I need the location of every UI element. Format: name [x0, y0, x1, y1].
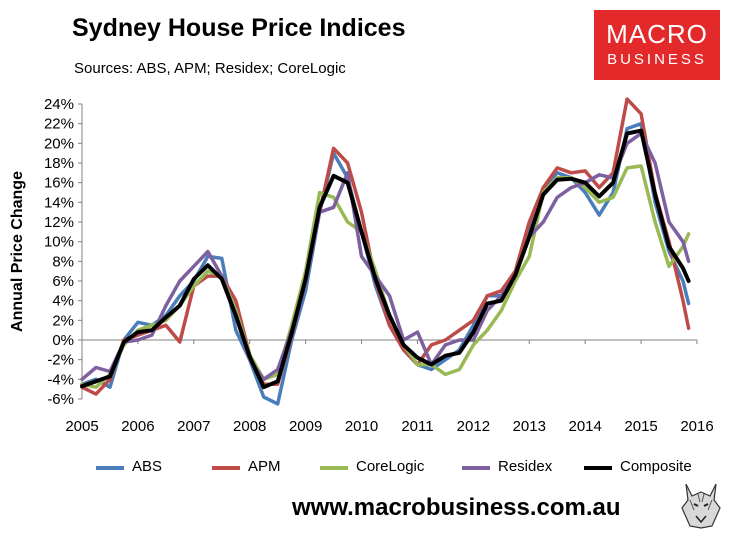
legend-swatch [462, 466, 490, 470]
x-tick-label: 2010 [345, 418, 378, 435]
y-tick-label: 18% [44, 155, 74, 172]
legend-swatch [212, 466, 240, 470]
logo-line-1: MACRO [606, 19, 708, 49]
y-axis-title: Annual Price Change [9, 171, 26, 332]
page-title: Sydney House Price Indices [72, 14, 406, 42]
legend-label: CoreLogic [356, 458, 425, 475]
y-tick-label: -6% [47, 391, 74, 408]
y-tick-label: 10% [44, 234, 74, 251]
series-line-corelogic [80, 164, 691, 389]
macrobusiness-logo: MACRO BUSINESS [594, 10, 720, 80]
y-tick-label: 12% [44, 214, 74, 231]
x-tick-label: 2013 [513, 418, 546, 435]
x-tick-label: 2015 [624, 418, 657, 435]
y-tick-label: 20% [44, 135, 74, 152]
series-line-apm [80, 97, 691, 396]
x-tick-label: 2005 [65, 418, 98, 435]
wolf-logo-icon [681, 483, 721, 529]
x-tick-label: 2008 [233, 418, 266, 435]
x-tick-label: 2012 [457, 418, 490, 435]
y-tick-label: 6% [52, 273, 74, 290]
x-tick-label: 2009 [289, 418, 322, 435]
x-tick-label: 2006 [121, 418, 154, 435]
y-tick-label: 4% [52, 293, 74, 310]
y-tick-label: 24% [44, 96, 74, 113]
legend-label: Composite [620, 458, 692, 475]
footer-url: www.macrobusiness.com.au [292, 494, 621, 521]
legend-swatch [584, 466, 612, 470]
logo-line-2: BUSINESS [607, 51, 707, 68]
series-line-abs [80, 121, 691, 406]
legend-swatch [96, 466, 124, 470]
x-tick-label: 2007 [177, 418, 210, 435]
series-line-residex [80, 131, 691, 382]
y-tick-label: 2% [52, 312, 74, 329]
y-tick-label: -2% [47, 352, 74, 369]
chart-legend: ABS APM CoreLogic Residex Composite [90, 456, 692, 478]
legend-label: Residex [498, 458, 553, 475]
y-tick-label: 8% [52, 253, 74, 270]
legend-label: ABS [132, 458, 163, 475]
x-tick-label: 2014 [568, 418, 601, 435]
series-line-composite [80, 128, 691, 390]
chart-subtitle: Sources: ABS, APM; Residex; CoreLogic [74, 60, 346, 77]
y-tick-label: 0% [52, 332, 74, 349]
x-tick-label: 2011 [401, 418, 433, 435]
y-tick-label: 16% [44, 175, 74, 192]
x-tick-label: 2016 [680, 418, 713, 435]
y-tick-label: -4% [47, 371, 74, 388]
legend-label: APM [248, 458, 281, 475]
legend-swatch [320, 466, 348, 470]
y-tick-label: 14% [44, 194, 74, 211]
y-tick-label: 22% [44, 116, 74, 133]
